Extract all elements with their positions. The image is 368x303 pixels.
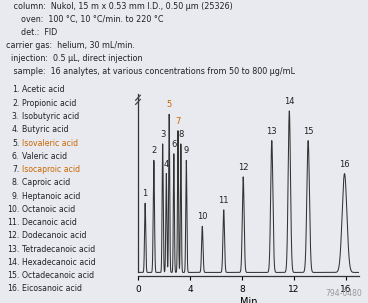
Text: 8: 8 xyxy=(178,130,184,139)
Text: injection:  0.5 μL, direct injection: injection: 0.5 μL, direct injection xyxy=(6,54,142,63)
Text: 3: 3 xyxy=(160,130,165,139)
Text: 10: 10 xyxy=(197,212,208,221)
Text: 4: 4 xyxy=(164,160,169,168)
Text: 15.: 15. xyxy=(7,271,19,280)
Text: 1.: 1. xyxy=(12,85,19,95)
Text: Butyric acid: Butyric acid xyxy=(22,125,69,134)
Text: Heptanoic acid: Heptanoic acid xyxy=(22,191,81,201)
Text: 13: 13 xyxy=(266,127,277,136)
X-axis label: Min: Min xyxy=(240,297,257,303)
Text: Octadecanoic acid: Octadecanoic acid xyxy=(22,271,94,280)
Text: det.:  FID: det.: FID xyxy=(6,28,57,37)
Text: 2.: 2. xyxy=(12,99,19,108)
Text: 13.: 13. xyxy=(7,245,19,254)
Text: Decanoic acid: Decanoic acid xyxy=(22,218,77,227)
Text: Isovaleric acid: Isovaleric acid xyxy=(22,138,78,148)
Text: 6.: 6. xyxy=(12,152,19,161)
Text: Acetic acid: Acetic acid xyxy=(22,85,65,95)
Text: 16: 16 xyxy=(339,160,350,168)
Text: Propionic acid: Propionic acid xyxy=(22,99,77,108)
Text: Tetradecanoic acid: Tetradecanoic acid xyxy=(22,245,95,254)
Text: 5.: 5. xyxy=(12,138,19,148)
Text: 6: 6 xyxy=(171,140,177,149)
Text: 16.: 16. xyxy=(7,284,19,293)
Text: Hexadecanoic acid: Hexadecanoic acid xyxy=(22,258,96,267)
Text: Dodecanoic acid: Dodecanoic acid xyxy=(22,231,86,240)
Text: 1: 1 xyxy=(142,189,148,198)
Text: 4.: 4. xyxy=(12,125,19,134)
Text: 12.: 12. xyxy=(7,231,19,240)
Text: 8.: 8. xyxy=(12,178,19,187)
Text: Eicosanoic acid: Eicosanoic acid xyxy=(22,284,82,293)
Text: 15: 15 xyxy=(303,127,314,136)
Text: 12: 12 xyxy=(238,163,248,172)
Text: 11: 11 xyxy=(219,196,229,205)
Text: column:  Nukol, 15 m x 0.53 mm I.D., 0.50 μm (25326): column: Nukol, 15 m x 0.53 mm I.D., 0.50… xyxy=(6,2,232,12)
Text: 5: 5 xyxy=(167,100,172,109)
Text: carrier gas:  helium, 30 mL/min.: carrier gas: helium, 30 mL/min. xyxy=(6,41,134,50)
Text: 7.: 7. xyxy=(12,165,19,174)
Text: 2: 2 xyxy=(151,146,156,155)
Text: 3.: 3. xyxy=(12,112,19,121)
Text: 11.: 11. xyxy=(7,218,19,227)
Text: oven:  100 °C, 10 °C/min. to 220 °C: oven: 100 °C, 10 °C/min. to 220 °C xyxy=(6,15,163,24)
Text: 14: 14 xyxy=(284,97,294,106)
Text: 10.: 10. xyxy=(7,205,19,214)
Text: 7: 7 xyxy=(175,117,181,126)
Text: sample:  16 analytes, at various concentrations from 50 to 800 μg/mL: sample: 16 analytes, at various concentr… xyxy=(6,67,294,76)
Text: Valeric acid: Valeric acid xyxy=(22,152,67,161)
Text: 9.: 9. xyxy=(12,191,19,201)
Text: Isobutyric acid: Isobutyric acid xyxy=(22,112,79,121)
Text: Caproic acid: Caproic acid xyxy=(22,178,70,187)
Text: Isocaproic acid: Isocaproic acid xyxy=(22,165,80,174)
Text: Octanoic acid: Octanoic acid xyxy=(22,205,75,214)
Text: 14.: 14. xyxy=(7,258,19,267)
Text: 9: 9 xyxy=(184,146,189,155)
Text: 794-0480: 794-0480 xyxy=(326,289,362,298)
